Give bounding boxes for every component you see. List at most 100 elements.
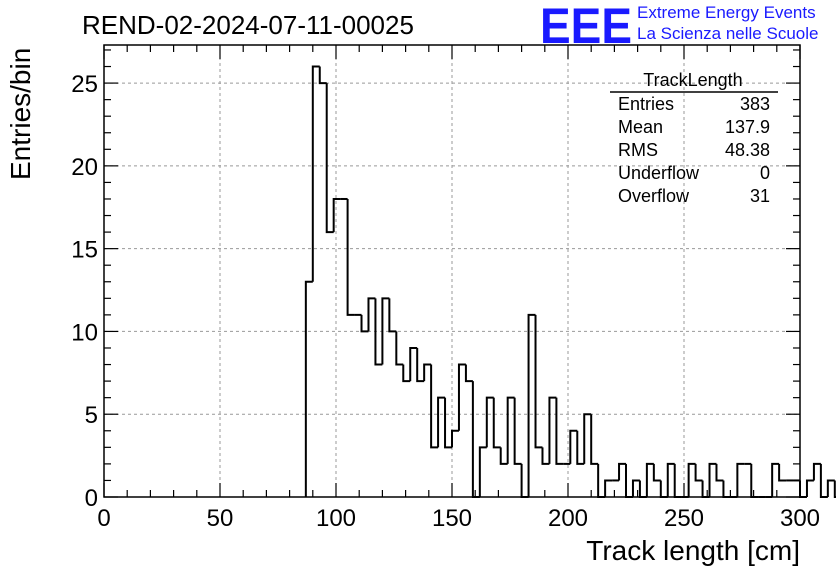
stats-label-overflow: Overflow bbox=[618, 186, 690, 206]
histogram-bin bbox=[590, 414, 599, 465]
x-tick-label: 200 bbox=[548, 505, 588, 532]
histogram-bin bbox=[701, 480, 710, 498]
x-tick-label: 50 bbox=[207, 505, 234, 532]
histogram-bin bbox=[673, 463, 682, 498]
histogram-bin bbox=[799, 480, 807, 498]
y-tick-label: 10 bbox=[71, 319, 98, 346]
histogram-bin bbox=[833, 480, 836, 498]
histogram-bin bbox=[583, 413, 592, 464]
histogram-bin bbox=[666, 462, 675, 497]
histogram-bin bbox=[492, 397, 501, 449]
grid bbox=[104, 45, 800, 497]
histogram-bin bbox=[478, 446, 487, 497]
histogram-bin bbox=[819, 463, 828, 498]
histogram-bin bbox=[722, 480, 731, 498]
histogram-bin bbox=[812, 462, 821, 481]
histogram-bin bbox=[750, 463, 759, 498]
axis-ticks: 0 50 100 150 200 250 300 0 5 10 15 20 25 bbox=[71, 45, 820, 532]
histogram-bin bbox=[527, 313, 536, 497]
histogram-bin bbox=[771, 462, 780, 497]
histogram-bin bbox=[430, 364, 439, 449]
histogram-bin bbox=[687, 462, 696, 497]
x-tick-label: 100 bbox=[316, 505, 356, 532]
histogram-bin bbox=[652, 463, 661, 482]
histogram-bin bbox=[332, 197, 341, 233]
histogram-bin bbox=[569, 429, 578, 464]
histogram-bin bbox=[576, 430, 585, 465]
x-axis-label: Track length [cm] bbox=[586, 535, 800, 566]
histogram-bin bbox=[346, 198, 355, 316]
y-tick-label: 0 bbox=[85, 485, 98, 512]
y-tick-label: 5 bbox=[85, 402, 98, 429]
histogram-bin bbox=[708, 462, 717, 497]
histogram-bin bbox=[367, 297, 376, 332]
x-tick-label: 0 bbox=[97, 505, 110, 532]
histogram-bin bbox=[360, 314, 369, 333]
y-tick-label: 20 bbox=[71, 154, 98, 181]
histogram-bin bbox=[388, 298, 397, 333]
histogram-bin bbox=[513, 397, 522, 465]
histogram-bin bbox=[645, 462, 654, 497]
histogram-bin bbox=[471, 381, 480, 498]
histogram-bin bbox=[325, 83, 334, 234]
logo-line1: Extreme Energy Events bbox=[637, 3, 816, 22]
histogram-bin bbox=[534, 314, 543, 449]
stats-value-entries: 383 bbox=[740, 94, 770, 114]
eee-logo: EEE Extreme Energy Events La Scienza nel… bbox=[540, 0, 818, 54]
histogram-bin bbox=[715, 463, 724, 482]
histogram-bin bbox=[597, 463, 606, 498]
histogram-bin bbox=[451, 429, 459, 448]
histogram-bin bbox=[541, 447, 550, 465]
stats-value-underflow: 0 bbox=[760, 163, 770, 183]
x-tick-label: 300 bbox=[780, 505, 820, 532]
logo-mark: EEE bbox=[540, 0, 632, 54]
stats-value-mean: 137.9 bbox=[725, 117, 770, 137]
stats-title: TrackLength bbox=[643, 70, 742, 90]
histogram-bin bbox=[381, 297, 390, 365]
histogram-bin bbox=[520, 463, 529, 498]
x-tick-label: 150 bbox=[432, 505, 472, 532]
stats-box: TrackLength Entries 383 Mean 137.9 RMS 4… bbox=[610, 70, 778, 206]
histogram-bin bbox=[311, 65, 320, 282]
histogram-bin bbox=[402, 364, 411, 383]
stats-label-entries: Entries bbox=[618, 94, 674, 114]
histogram-bin bbox=[631, 479, 640, 497]
histogram-bin bbox=[416, 347, 425, 383]
histogram-bin bbox=[318, 66, 327, 85]
stats-value-rms: 48.38 bbox=[725, 140, 770, 160]
histogram-bin bbox=[659, 480, 668, 498]
histogram-bin bbox=[805, 479, 814, 497]
logo-line2: La Scienza nelle Scuole bbox=[637, 24, 818, 43]
histogram-bin bbox=[374, 298, 383, 366]
stats-label-mean: Mean bbox=[618, 117, 663, 137]
histogram-bin bbox=[499, 447, 508, 465]
y-axis-label: Entries/bin bbox=[5, 48, 36, 180]
histogram-bin bbox=[604, 479, 613, 497]
histogram-bin bbox=[457, 363, 466, 431]
histogram-bin bbox=[826, 479, 835, 497]
histogram-bin bbox=[444, 397, 452, 449]
x-tick-label: 250 bbox=[664, 505, 704, 532]
histogram-bin bbox=[437, 396, 446, 448]
histogram-bin bbox=[694, 463, 703, 482]
histogram-bin bbox=[485, 396, 494, 448]
stats-label-underflow: Underflow bbox=[618, 163, 700, 183]
histogram-bin bbox=[464, 364, 473, 383]
stats-value-overflow: 31 bbox=[750, 186, 770, 206]
histogram-bin bbox=[548, 396, 557, 464]
histogram-bin bbox=[778, 463, 787, 482]
histogram-bin bbox=[506, 396, 515, 464]
histogram-bin bbox=[625, 463, 633, 498]
histogram-bin bbox=[395, 331, 404, 366]
histogram-bin bbox=[304, 280, 313, 497]
y-tick-label: 15 bbox=[71, 237, 98, 264]
histogram-bin bbox=[409, 346, 418, 382]
histogram-bin bbox=[423, 363, 432, 382]
histogram-bin bbox=[618, 462, 626, 481]
stats-label-rms: RMS bbox=[618, 140, 658, 160]
histogram-bin bbox=[736, 462, 745, 497]
chart-title: REND-02-2024-07-11-00025 bbox=[82, 10, 414, 40]
y-tick-label: 25 bbox=[71, 71, 98, 98]
histogram-bin bbox=[638, 480, 647, 498]
